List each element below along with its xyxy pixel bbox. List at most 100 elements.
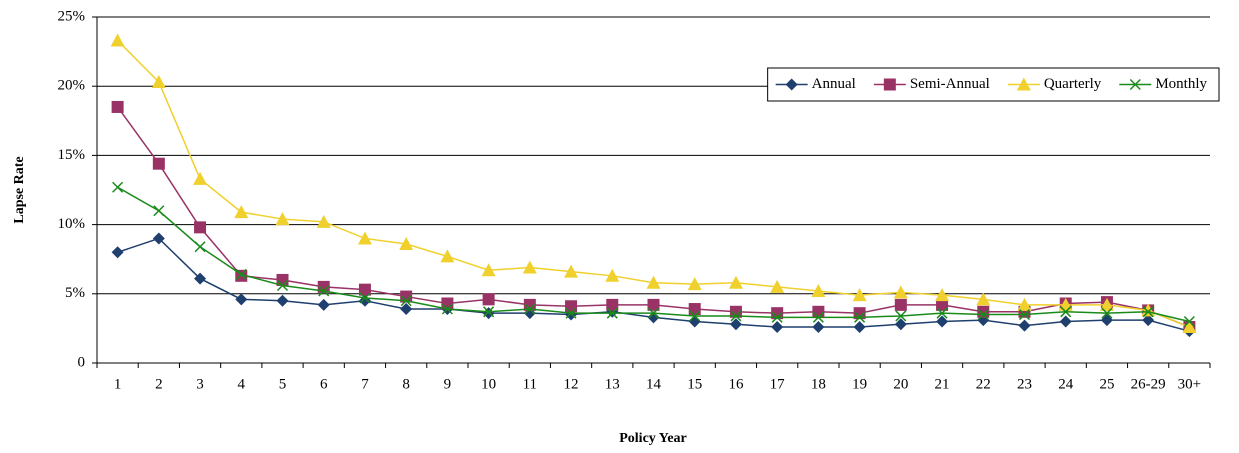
x-tick-label: 10 (481, 376, 496, 392)
data-point (936, 307, 948, 319)
data-point (112, 181, 124, 193)
data-point (482, 307, 495, 320)
data-point (1018, 319, 1031, 332)
y-axis-title: Lapse Rate (12, 156, 27, 223)
data-point (1142, 306, 1154, 318)
legend-marker (1016, 77, 1031, 91)
x-tick-label: 4 (238, 376, 246, 392)
data-point (523, 298, 536, 311)
x-tick-label: 24 (1058, 376, 1074, 392)
data-point (936, 298, 949, 311)
legend-label: Semi-Annual (910, 76, 990, 92)
data-point (481, 263, 496, 277)
data-point (400, 303, 413, 316)
data-point (771, 311, 783, 323)
data-point (316, 214, 331, 228)
data-point (770, 279, 785, 293)
data-point (687, 277, 702, 291)
x-tick-label: 26-29 (1131, 376, 1166, 392)
data-point (1059, 315, 1072, 328)
legend-label: Annual (812, 76, 856, 92)
x-tick-label: 14 (646, 376, 662, 392)
data-point (152, 157, 165, 170)
legend-marker (883, 78, 896, 91)
data-point (811, 284, 826, 298)
data-point (647, 307, 660, 319)
data-point (853, 321, 866, 334)
y-tick-label: 15% (58, 147, 86, 163)
x-tick-label: 7 (361, 376, 369, 392)
data-point (400, 295, 412, 307)
data-point (194, 272, 207, 285)
x-tick-label: 11 (523, 376, 537, 392)
legend-item: Annual (775, 76, 856, 92)
data-point (1142, 314, 1155, 327)
data-point (688, 315, 701, 328)
data-point (275, 212, 290, 226)
data-point (646, 275, 661, 289)
data-point (400, 290, 413, 303)
y-tick-label: 20% (58, 78, 86, 94)
data-point (977, 305, 990, 318)
data-point (935, 288, 950, 302)
legend-marker (785, 78, 798, 91)
data-point (647, 298, 660, 311)
data-point (936, 315, 949, 328)
data-point (235, 268, 247, 280)
data-point (110, 33, 125, 47)
legend-item: Semi-Annual (873, 76, 990, 92)
x-tick-label: 12 (564, 376, 579, 392)
data-point (812, 321, 825, 334)
legend: Annual Semi-Annual Quarterly Monthly (767, 67, 1220, 102)
data-point (728, 275, 743, 289)
data-point (524, 303, 536, 315)
data-point (689, 310, 701, 322)
x-tick-label: 21 (935, 376, 950, 392)
x-tick-label: 18 (811, 376, 826, 392)
x-tick-label: 1 (114, 376, 122, 392)
data-point (1183, 315, 1195, 328)
x-tick-label: 6 (320, 376, 328, 392)
x-tick-label: 3 (196, 376, 204, 392)
data-point (522, 260, 537, 274)
legend-marker (1129, 78, 1141, 91)
legend-item: Monthly (1119, 76, 1207, 92)
data-point (358, 283, 371, 296)
data-point (729, 305, 742, 318)
data-point (357, 231, 372, 245)
data-point (977, 309, 989, 321)
legend-label: Monthly (1155, 76, 1207, 92)
data-point (441, 303, 453, 315)
data-point (688, 303, 701, 316)
y-tick-label: 5% (65, 285, 85, 301)
data-point (194, 241, 206, 253)
data-point (1017, 297, 1032, 311)
data-point (894, 318, 907, 331)
x-tick-label: 22 (976, 376, 991, 392)
data-point (852, 288, 867, 302)
data-point (606, 298, 619, 311)
data-point (276, 294, 289, 307)
data-point (894, 298, 907, 311)
data-point (853, 307, 866, 320)
x-axis-title: Policy Year (619, 431, 687, 446)
data-point (193, 171, 208, 185)
data-point (1099, 297, 1114, 311)
x-tick-label: 9 (444, 376, 452, 392)
data-point (1018, 309, 1031, 321)
data-point (194, 221, 207, 234)
data-point (1060, 306, 1072, 318)
x-tick-label: 19 (852, 376, 867, 392)
x-tick-label: 15 (687, 376, 702, 392)
data-point (482, 293, 495, 306)
data-point (440, 249, 455, 263)
data-point (399, 236, 414, 250)
data-point (153, 205, 165, 217)
legend-label: Quarterly (1044, 76, 1102, 92)
data-point (647, 311, 660, 324)
data-point (565, 300, 578, 313)
data-point (151, 75, 166, 89)
x-tick-label: 17 (770, 376, 786, 392)
